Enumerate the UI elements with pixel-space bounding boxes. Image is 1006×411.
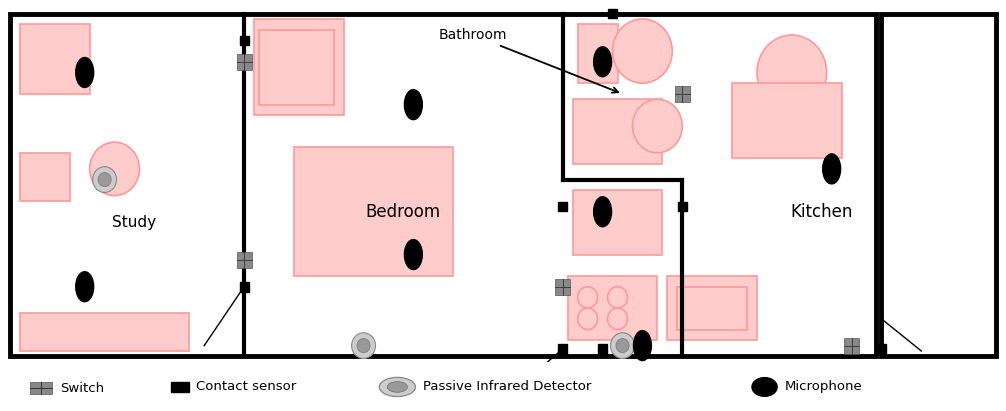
Bar xyxy=(171,382,189,392)
Bar xyxy=(567,276,657,340)
Bar xyxy=(254,19,344,115)
Circle shape xyxy=(577,287,598,308)
Circle shape xyxy=(93,167,117,192)
Circle shape xyxy=(757,35,827,110)
Bar xyxy=(20,153,69,201)
Bar xyxy=(572,190,662,254)
Bar xyxy=(239,35,248,45)
Bar xyxy=(608,9,617,18)
Ellipse shape xyxy=(751,378,778,396)
Bar xyxy=(844,337,859,353)
Circle shape xyxy=(379,377,415,397)
Bar xyxy=(732,83,842,158)
Ellipse shape xyxy=(823,154,841,184)
Bar xyxy=(558,201,567,211)
Circle shape xyxy=(633,99,682,153)
Ellipse shape xyxy=(634,330,652,360)
Bar xyxy=(677,287,747,330)
Ellipse shape xyxy=(404,90,423,120)
Ellipse shape xyxy=(594,47,612,77)
Bar xyxy=(294,148,453,276)
Text: Kitchen: Kitchen xyxy=(791,203,853,221)
Circle shape xyxy=(611,333,635,358)
Circle shape xyxy=(352,333,375,358)
Text: Switch: Switch xyxy=(60,381,105,395)
Bar xyxy=(675,86,690,102)
Bar xyxy=(599,344,607,353)
Ellipse shape xyxy=(75,272,94,302)
Bar xyxy=(667,276,757,340)
Circle shape xyxy=(608,308,628,330)
Circle shape xyxy=(616,339,629,353)
Bar xyxy=(678,201,687,211)
Text: Bedroom: Bedroom xyxy=(366,203,441,221)
Bar xyxy=(239,282,248,291)
Text: Bathroom: Bathroom xyxy=(439,28,618,93)
Bar xyxy=(259,30,334,105)
Circle shape xyxy=(98,173,112,187)
Ellipse shape xyxy=(404,240,423,270)
Circle shape xyxy=(357,339,370,353)
Bar xyxy=(558,344,567,353)
Bar xyxy=(236,54,252,70)
Bar xyxy=(20,24,90,94)
Text: Study: Study xyxy=(113,215,157,230)
Bar xyxy=(572,99,662,164)
Text: Contact sensor: Contact sensor xyxy=(196,381,297,393)
Ellipse shape xyxy=(75,58,94,88)
Circle shape xyxy=(613,19,672,83)
Circle shape xyxy=(387,381,407,392)
Bar xyxy=(577,24,618,83)
Bar xyxy=(555,279,570,295)
Bar xyxy=(881,14,996,356)
Text: Passive Infrared Detector: Passive Infrared Detector xyxy=(423,381,591,393)
Bar xyxy=(10,14,876,356)
Bar xyxy=(20,314,189,351)
Circle shape xyxy=(90,142,140,196)
Ellipse shape xyxy=(594,197,612,227)
Circle shape xyxy=(608,287,628,308)
Text: Microphone: Microphone xyxy=(785,381,862,393)
Bar xyxy=(236,252,252,268)
Bar xyxy=(30,382,52,394)
Circle shape xyxy=(577,308,598,330)
Bar xyxy=(877,344,886,353)
